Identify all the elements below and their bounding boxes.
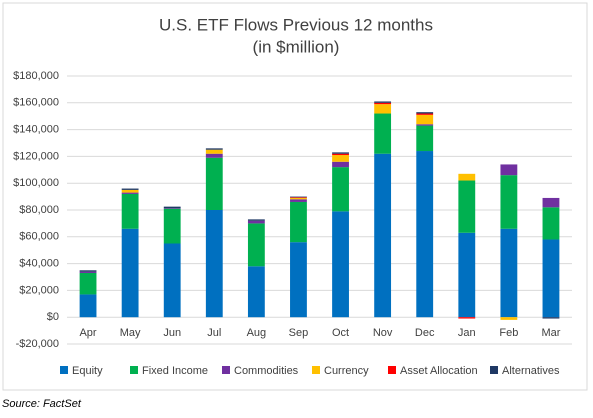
bar-segment <box>79 294 97 318</box>
chart-border <box>2 2 588 391</box>
y-tick-label: $160,000 <box>13 97 59 109</box>
bar-segment <box>374 101 392 103</box>
x-tick-label: Dec <box>415 327 435 339</box>
bar-segment <box>247 219 265 221</box>
bar-segment <box>542 239 560 318</box>
bar-segment <box>332 155 349 162</box>
y-tick-label: $100,000 <box>13 177 59 189</box>
legend-swatch <box>222 366 230 374</box>
x-tick-label: Aug <box>247 327 267 339</box>
legend-label: Currency <box>324 365 369 377</box>
legend-label: Alternatives <box>502 365 560 377</box>
x-tick-label: Oct <box>332 327 349 339</box>
legend-swatch <box>312 366 320 374</box>
y-tick-label: $20,000 <box>19 284 59 296</box>
bar-segment <box>332 161 349 168</box>
bar-segment <box>121 228 139 318</box>
legend-label: Equity <box>72 365 103 377</box>
bar-segment <box>500 175 518 229</box>
bar-segment <box>374 113 392 154</box>
bar-segment <box>332 211 349 318</box>
bar-segment <box>163 206 181 208</box>
y-tick-label: $120,000 <box>13 150 59 162</box>
x-tick-label: Nov <box>373 327 393 339</box>
bar-segment <box>205 210 223 318</box>
bar-segment <box>458 317 476 319</box>
bar-segment <box>458 173 476 181</box>
bar-segment <box>374 104 392 114</box>
source-note: Source: FactSet <box>2 398 82 410</box>
bar-segment <box>374 102 392 105</box>
bar-segment <box>121 188 139 190</box>
bar-segment <box>290 197 307 200</box>
bar-segment <box>416 124 434 126</box>
y-tick-label: -$20,000 <box>16 338 59 350</box>
legend-label: Asset Allocation <box>400 365 478 377</box>
bar-segment <box>79 271 97 273</box>
y-tick-label: $0 <box>47 311 59 323</box>
bar-segment <box>416 125 434 152</box>
legend-swatch <box>60 366 68 374</box>
bar-segment <box>205 153 223 158</box>
bar-segment <box>121 192 139 194</box>
bar-segment <box>290 197 307 198</box>
legend-label: Fixed Income <box>142 365 208 377</box>
x-tick-label: Sep <box>289 327 309 339</box>
bar-segment <box>79 272 97 295</box>
bar-segment <box>290 201 307 243</box>
x-tick-label: Jul <box>207 327 221 339</box>
bar-segment <box>121 193 139 229</box>
bar-segment <box>205 149 223 154</box>
y-tick-label: $80,000 <box>19 204 59 216</box>
y-tick-label: $40,000 <box>19 258 59 270</box>
bar-segment <box>374 153 392 318</box>
bar-segment <box>500 317 518 320</box>
chart-subtitle: (in $million) <box>253 37 340 56</box>
bar-segment <box>163 207 181 209</box>
legend-label: Commodities <box>234 365 299 377</box>
bar-segment <box>290 196 307 198</box>
bar-segment <box>247 223 265 267</box>
bar-segment <box>163 243 181 318</box>
bar-segment <box>500 228 518 318</box>
bar-segment <box>121 189 139 193</box>
bar-segment <box>458 232 476 318</box>
y-tick-label: $60,000 <box>19 231 59 243</box>
bar-segment <box>205 157 223 210</box>
bar-segment <box>205 148 223 150</box>
legend-swatch <box>130 366 138 374</box>
bar-segment <box>542 207 560 240</box>
bar-segment <box>416 113 434 115</box>
chart-title: U.S. ETF Flows Previous 12 months <box>159 15 433 34</box>
bar-segment <box>290 199 307 202</box>
x-tick-label: Apr <box>79 327 96 339</box>
bar-segment <box>416 114 434 125</box>
bar-segment <box>332 152 349 154</box>
bar-segment <box>416 112 434 114</box>
bar-segment <box>163 208 181 244</box>
bar-segment <box>247 220 265 224</box>
bar-segment <box>500 164 518 176</box>
bar-segment <box>247 266 265 318</box>
legend-swatch <box>490 366 498 374</box>
x-tick-label: Mar <box>541 327 560 339</box>
x-tick-label: Feb <box>499 327 518 339</box>
bar-segment <box>542 197 560 208</box>
x-tick-label: May <box>120 327 141 339</box>
legend-swatch <box>388 366 396 374</box>
bar-segment <box>332 167 349 212</box>
bar-segment <box>542 317 560 319</box>
y-tick-label: $140,000 <box>13 124 59 136</box>
bar-segment <box>458 180 476 233</box>
bar-segment <box>290 242 307 318</box>
bar-segment <box>332 153 349 156</box>
x-tick-label: Jan <box>458 327 476 339</box>
y-tick-label: $180,000 <box>13 70 59 82</box>
bar-segment <box>79 270 97 272</box>
bar-segment <box>416 151 434 318</box>
x-tick-label: Jun <box>163 327 181 339</box>
